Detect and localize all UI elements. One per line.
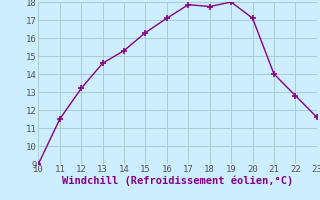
X-axis label: Windchill (Refroidissement éolien,°C): Windchill (Refroidissement éolien,°C) xyxy=(62,176,293,186)
